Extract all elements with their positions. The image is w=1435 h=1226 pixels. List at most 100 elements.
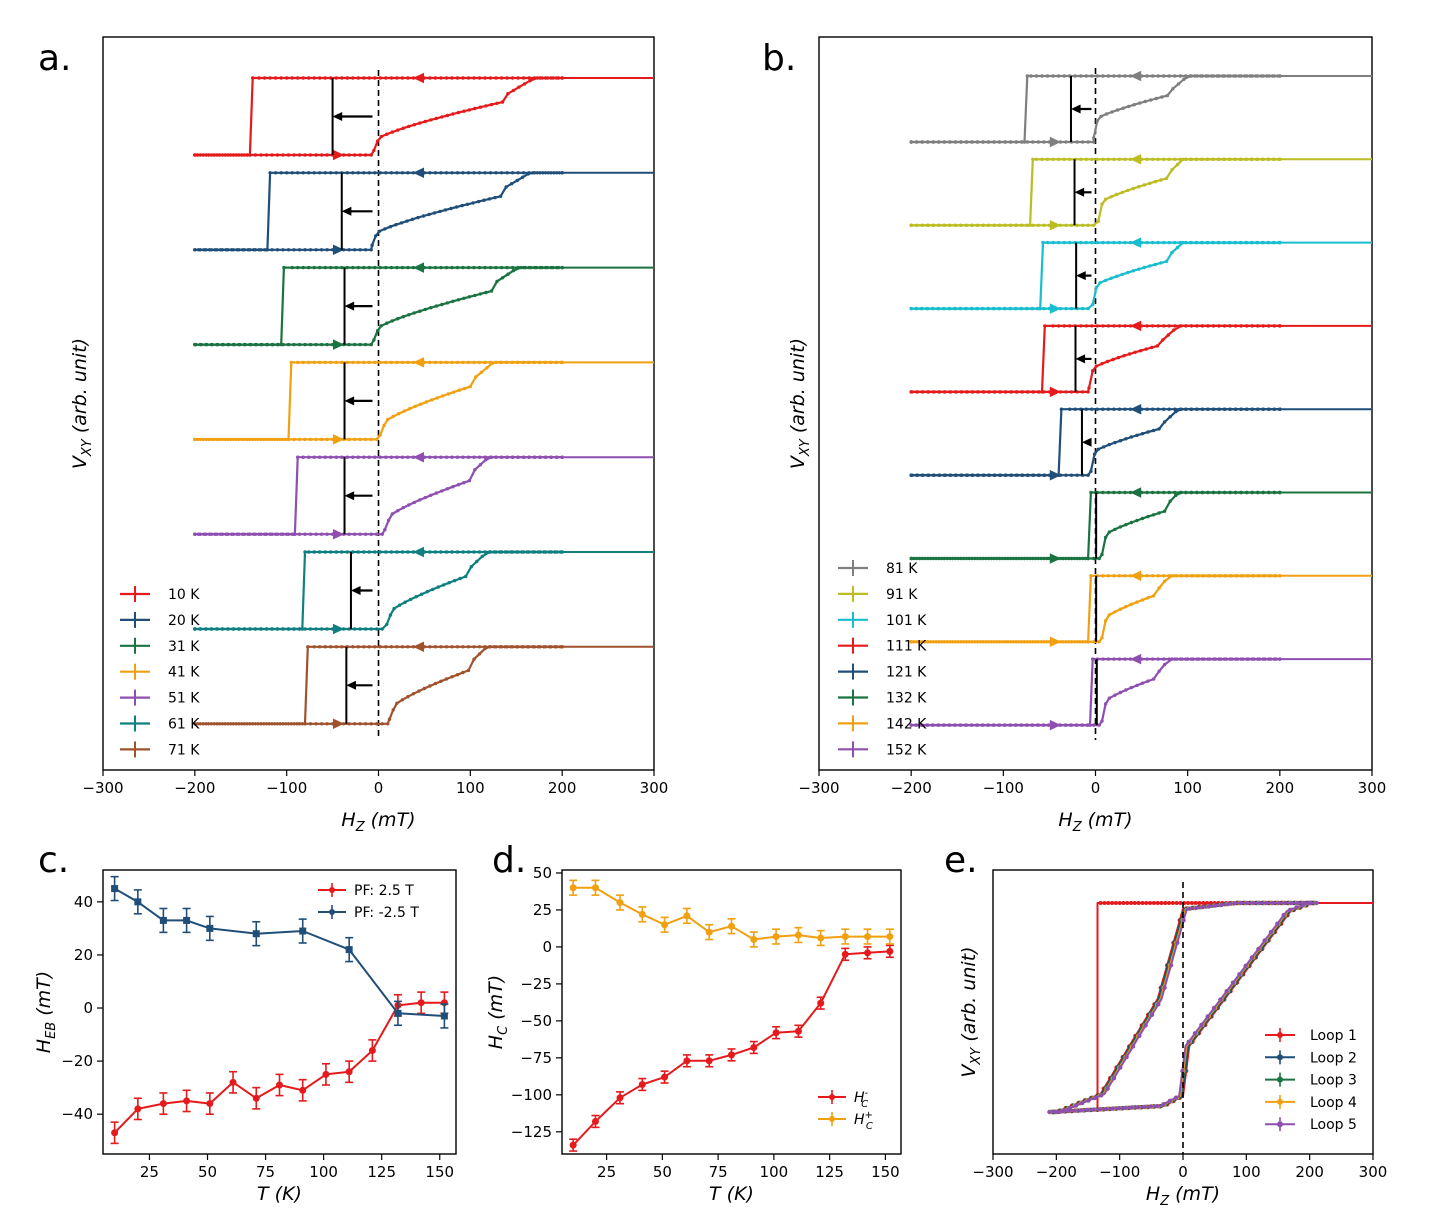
data-point [340,265,344,270]
data-point [1129,685,1134,690]
legend-label: 101 K [886,613,927,629]
data-point [560,76,564,80]
data-point [226,532,230,536]
loop-31k [193,262,654,350]
data-point [1103,702,1108,706]
data-point [1014,306,1018,311]
data-point [975,140,980,144]
data-point [455,550,460,554]
data-point [389,455,394,459]
y-axis-label-sub: EB [44,1022,59,1039]
data-point [1067,640,1071,644]
legend-label-base: H [854,1090,865,1106]
data-point [275,437,280,442]
data-point [242,722,247,726]
data-point [1268,929,1274,935]
data-point [319,342,324,347]
data-point [948,306,952,311]
data-point [1009,473,1013,477]
data-point [286,437,291,442]
data-point [193,627,197,631]
data-point [1087,386,1091,390]
data-point [1146,430,1150,434]
data-point [515,360,519,365]
x-tick-label: 100 [1173,779,1202,797]
data-point [728,1051,735,1059]
data-point [220,627,225,631]
data-point [215,532,219,536]
data-point [427,212,431,217]
data-point [975,223,980,227]
data-point [386,722,390,726]
data-point [1180,657,1184,661]
data-point [345,455,349,459]
data-point [237,342,241,347]
data-point [183,1097,191,1105]
data-point [1107,613,1112,617]
data-point [237,627,241,631]
data-point [1225,901,1231,907]
data-point [1197,574,1201,578]
data-point [1175,245,1180,250]
data-point [1080,556,1085,561]
data-point [432,211,437,215]
data-point [367,171,371,175]
data-point [334,76,338,80]
data-point [358,248,362,252]
data-point [347,153,351,157]
data-point [264,248,269,252]
data-point [1103,197,1108,201]
data-point [1241,574,1245,578]
data-point [367,550,371,554]
data-point [314,248,318,252]
data-point [307,455,311,459]
data-point [384,360,388,365]
data-point [1188,74,1193,78]
data-point [543,171,548,175]
shift-arrow-head [1075,354,1086,364]
data-point [412,123,416,127]
data-point [1125,901,1130,905]
data-point [400,550,405,554]
data-point [400,76,405,80]
data-point [345,265,349,270]
data-point [1145,324,1149,328]
data-point [485,366,489,370]
data-point [345,360,349,365]
data-point [1154,1104,1160,1109]
data-point [472,265,476,270]
data-point [504,360,508,365]
data-point [466,668,471,673]
data-point [1221,157,1226,161]
data-point [198,153,202,157]
data-point [1272,324,1277,328]
data-point [237,248,241,252]
data-point [1256,324,1260,328]
data-point [1022,556,1027,561]
data-point [531,171,535,175]
data-point [1080,1100,1085,1106]
data-point [521,175,525,179]
data-point [455,645,460,649]
data-point [292,722,296,726]
data-point [931,556,935,561]
data-point [516,171,520,175]
data-point [1184,240,1188,245]
data-point [547,645,551,649]
data-point [1061,640,1065,644]
data-point [301,455,305,459]
data-point [1105,359,1110,364]
data-point [439,645,443,649]
data-point [1096,447,1101,451]
data-point [1151,428,1156,433]
data-point [340,360,344,365]
data-point [259,722,263,726]
data-point [1006,556,1010,561]
data-point [545,265,550,270]
data-point [975,723,980,727]
data-point [1096,219,1101,223]
data-point [215,722,219,726]
data-point [296,265,300,270]
data-point [1036,306,1041,311]
